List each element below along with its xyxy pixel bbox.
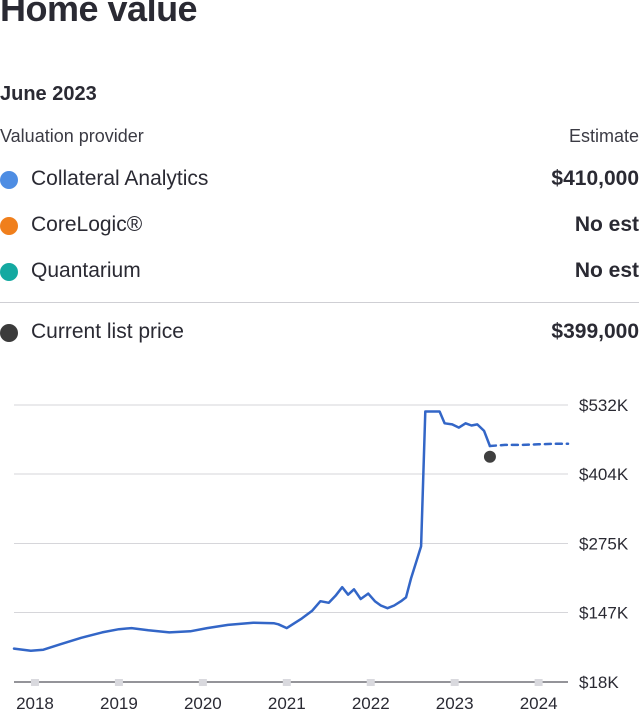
grid-lines: [14, 404, 568, 683]
x-axis-labels: 2018 2019 2020 2021 2022 2023 2024: [16, 694, 557, 710]
list-price-label: Current list price: [31, 320, 184, 343]
x-tick-label: 2023: [436, 694, 474, 710]
x-tick-label: 2019: [100, 694, 138, 710]
x-tick-mark: [282, 679, 291, 686]
y-tick-label: $404K: [579, 465, 629, 484]
quantarium-color-dot: [0, 263, 18, 281]
x-tick-label: 2021: [268, 694, 306, 710]
provider-row-corelogic: CoreLogic® No est: [0, 211, 639, 241]
series-line-solid: [12, 410, 492, 652]
y-tick-label: $532K: [579, 396, 629, 415]
valuation-date: June 2023: [0, 83, 97, 105]
current-list-price-row: Current list price $399,000: [0, 318, 639, 348]
provider-column-header: Valuation provider: [0, 126, 144, 146]
provider-name: Collateral Analytics: [31, 167, 209, 190]
home-value-chart: $18K $147K $275K $404K $532K 2018 2019 2020 202…: [12, 396, 629, 710]
x-tick-mark: [114, 679, 123, 686]
x-tick-mark: [534, 679, 543, 686]
y-tick-label: $275K: [579, 535, 629, 554]
list-price-color-dot: [0, 324, 18, 342]
page-title: Home value: [0, 0, 198, 29]
x-tick-mark: [30, 679, 39, 686]
provider-name: CoreLogic®: [31, 213, 143, 236]
provider-row-collateral-analytics: Collateral Analytics $410,000: [0, 165, 639, 195]
table-divider: [0, 302, 639, 303]
estimate-column-header: Estimate: [568, 126, 639, 146]
x-tick-label: 2020: [184, 694, 222, 710]
x-tick-mark: [198, 679, 207, 686]
x-tick-mark: [450, 679, 459, 686]
y-tick-label: $18K: [579, 673, 619, 692]
x-tick-marks: [30, 679, 543, 686]
provider-name: Quantarium: [31, 259, 141, 282]
x-tick-label: 2024: [520, 694, 558, 710]
series-line-dashed: [488, 442, 570, 448]
x-tick-label: 2018: [16, 694, 54, 710]
series-layer: [12, 410, 570, 652]
list-price-value: $399,000: [551, 320, 639, 343]
list-price-marker: [482, 449, 497, 464]
y-axis-labels: $18K $147K $275K $404K $532K: [579, 396, 629, 692]
corelogic-color-dot: [0, 217, 18, 235]
marker-layer: [482, 449, 497, 464]
provider-row-quantarium: Quantarium No est: [0, 257, 639, 287]
collateral-analytics-color-dot: [0, 171, 18, 189]
y-tick-label: $147K: [579, 603, 629, 622]
provider-estimate: No est: [574, 213, 639, 236]
x-tick-label: 2022: [352, 694, 390, 710]
provider-estimate: $410,000: [551, 167, 639, 190]
provider-estimate: No est: [574, 259, 639, 282]
x-tick-mark: [366, 679, 375, 686]
